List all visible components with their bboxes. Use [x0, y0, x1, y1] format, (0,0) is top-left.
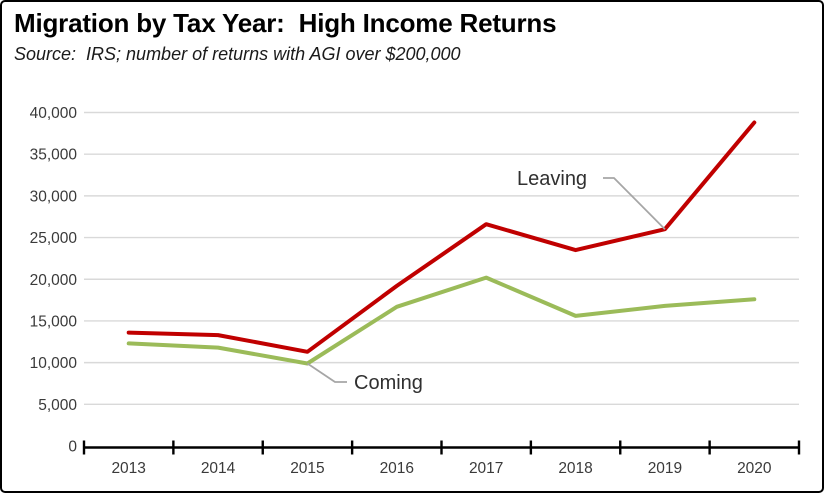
chart-subtitle: Source: IRS; number of returns with AGI … [14, 44, 461, 64]
series-line-coming [126, 275, 757, 366]
annotation-label-leaving: Leaving [517, 168, 587, 190]
annotation-callout-leaving [603, 177, 666, 230]
x-tick-label: 2016 [380, 460, 414, 477]
y-tick-label: 35,000 [30, 147, 78, 164]
x-tick-label: 2018 [558, 460, 592, 477]
y-tick-label: 15,000 [30, 313, 78, 330]
x-tick-label: 2017 [469, 460, 503, 477]
x-tick-label: 2014 [201, 460, 236, 477]
chart-title: Migration by Tax Year: High Income Retur… [14, 8, 557, 38]
y-tick-label: 5,000 [38, 397, 77, 414]
x-tick-label: 2020 [737, 460, 772, 477]
y-tick-label: 0 [68, 439, 77, 456]
y-tick-label: 25,000 [30, 230, 78, 247]
x-tick-label: 2019 [648, 460, 682, 477]
y-tick-label: 10,000 [30, 355, 78, 372]
series-line-leaving [126, 120, 757, 354]
y-tick-label: 40,000 [30, 105, 78, 122]
annotation-label-coming: Coming [354, 372, 423, 394]
y-tick-label: 20,000 [30, 272, 78, 289]
y-tick-label: 30,000 [30, 188, 78, 205]
x-tick-label: 2013 [111, 460, 145, 477]
x-tick-label: 2015 [290, 460, 324, 477]
annotation-callout-coming [306, 362, 347, 383]
